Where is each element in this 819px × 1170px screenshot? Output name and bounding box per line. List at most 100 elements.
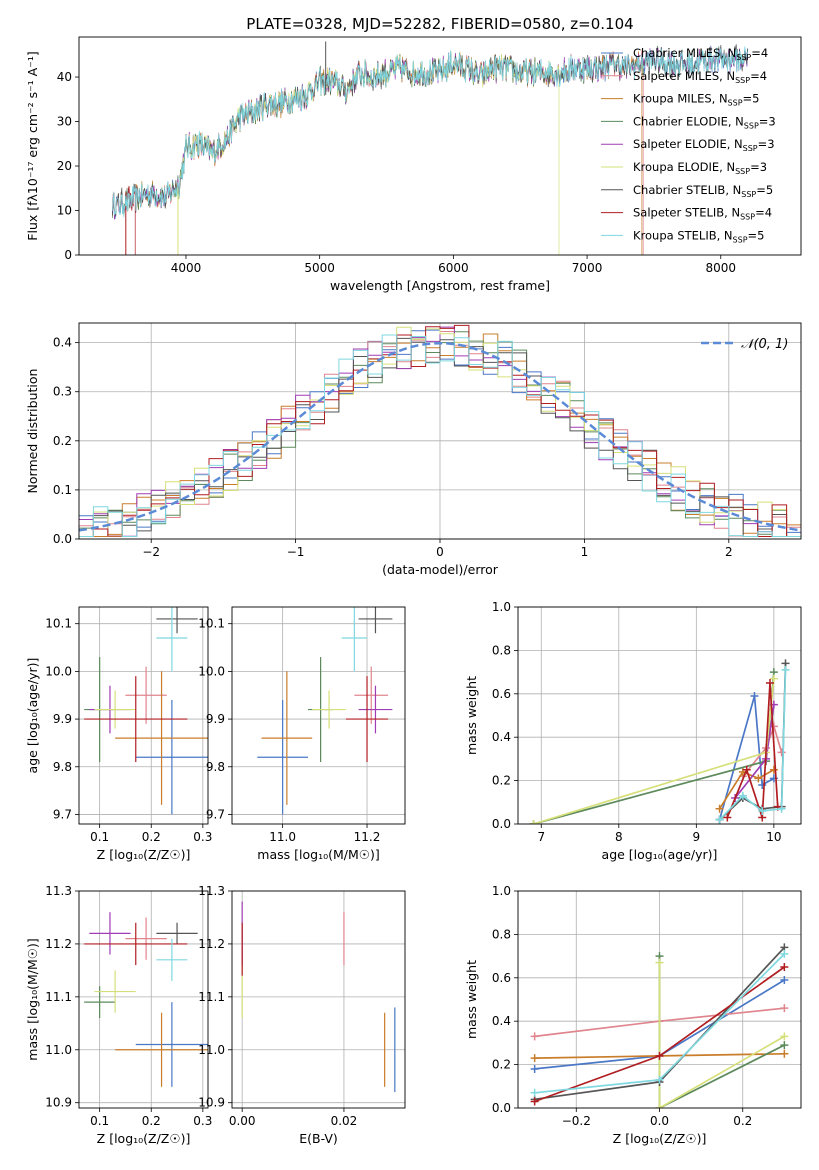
tick-label-y: 10.9 [45,1096,72,1110]
legend-sub: SSP [733,235,748,244]
tick-label-x: 6000 [438,261,469,275]
tick-label-y: 10.0 [45,664,72,678]
tick-label-x: 8000 [706,261,737,275]
legend-tail: =5 [756,183,773,197]
series-line [658,962,785,1108]
tick-label-x: 0.1 [90,1114,109,1128]
tick-label-y: 20 [57,159,72,173]
tick-label-x: 0.3 [193,830,212,844]
hist-step [79,324,801,537]
series-marker [530,1064,539,1073]
tick-label-x: 0.00 [229,1114,256,1128]
tick-label-y: 11.2 [45,937,72,951]
legend-sub: SSP [735,167,750,176]
tick-label-x: 10 [766,830,781,844]
tick-label-x: −2 [142,545,160,559]
tick-label-y: 11.0 [198,1043,225,1057]
series-marker [530,1032,539,1041]
series-marker [738,791,747,800]
series-marker [655,1104,664,1108]
legend-tail: =3 [758,137,775,151]
series-marker [780,1049,789,1058]
legend-label: Chabrier MILES, NSSP=4 [633,46,768,62]
hist-step [79,326,801,537]
tick-label-y: 10.0 [198,664,225,678]
tick-label-y: 30 [57,115,72,129]
legend-label: Chabrier STELIB, NSSP=5 [633,183,773,199]
tick-label-x: 2 [725,545,733,559]
axes-frame [78,36,802,256]
legend-tail: =5 [748,228,765,242]
legend-label: Kroupa ELODIE, NSSP=3 [633,160,767,176]
axes-frame [231,606,406,825]
tick-label-x: 0.02 [331,1114,358,1128]
series-marker [777,748,786,757]
spectrum-line [112,46,748,218]
x-axis-label: wavelength [Angstrom, rest frame] [330,278,550,293]
series-marker [777,804,786,813]
x-axis-label: Z [log₁₀(Z/Z☉)] [97,847,191,862]
tick-label-x: 5000 [304,261,335,275]
tick-label-x: 0.1 [90,830,109,844]
tick-label-y: 40 [57,70,72,84]
x-axis-label: E(B-V) [299,1131,338,1146]
tick-label-x: 0.2 [733,1114,752,1128]
tick-label-y: 1.0 [492,884,511,898]
y-axis-label: mass [log₁₀(M/M☉)] [25,938,40,1060]
y-axis-label: Normed distribution [25,369,40,494]
tick-label-y: 9.8 [206,760,225,774]
series-marker [655,1051,664,1060]
series-marker [769,674,778,683]
x-axis-label: Z [log₁₀(Z/Z☉)] [97,1131,191,1146]
tick-label-x: 8 [615,830,623,844]
legend-label: Kroupa MILES, NSSP=5 [633,92,759,108]
tick-label-y: 9.7 [53,807,72,821]
y-axis-label: mass weight [464,960,479,1039]
tick-label-y: 0.0 [492,817,511,831]
series-marker [780,1032,789,1041]
legend-sub: SSP [735,76,750,85]
series-marker [780,962,789,971]
tick-label-y: 10 [57,204,72,218]
tick-label-y: 0.0 [53,532,72,546]
series-marker [723,813,732,822]
series-marker [655,1075,664,1084]
tick-label-y: 11.3 [45,884,72,898]
tick-label-y: 10.1 [45,617,72,631]
age_vs_mass-plot [257,607,393,815]
x-axis-label: age [log₁₀(age/yr)] [602,847,718,862]
series-marker [715,804,724,813]
mass_vs_ebv-plot [241,901,396,1093]
tick-label-y: 0.6 [492,971,511,985]
tick-label-x: 7 [537,830,545,844]
series-line [718,769,775,810]
legend-label: Kroupa STELIB, NSSP=5 [633,228,764,244]
tick-label-y: 10.1 [198,617,225,631]
legend-tail: =4 [751,46,768,60]
tick-label-x: 1 [581,545,589,559]
tick-label-x: 0 [436,545,444,559]
y-axis-label: age [log₁₀(age/yr)] [25,658,40,774]
tick-label-x: −0.2 [562,1114,591,1128]
legend-label: Salpeter ELODIE, NSSP=3 [633,137,775,153]
series-marker [529,820,538,824]
x-axis-label: (data-model)/error [382,562,499,577]
tick-label-y: 0.8 [492,927,511,941]
tick-label-y: 11.0 [45,1043,72,1057]
axes-frame [231,890,406,1109]
spectrum-plot [112,41,748,255]
series-line [718,695,775,820]
legend-tail: =3 [759,114,776,128]
tick-label-x: 11.2 [354,830,381,844]
chart-layer: 4000 5000 6000 7000 8000 0 10 20 30 40 wavelength … [25,36,802,1146]
series-marker [530,1088,539,1097]
series-marker [750,691,759,700]
legend-tail: =4 [755,206,772,220]
tick-label-y: 9.7 [206,807,225,821]
legend-label: Chabrier ELODIE, NSSP=3 [633,114,776,130]
series-marker [530,1097,539,1106]
tick-label-x: 4000 [171,261,202,275]
tick-label-x: 7000 [572,261,603,275]
tick-label-x: 0.2 [142,830,161,844]
